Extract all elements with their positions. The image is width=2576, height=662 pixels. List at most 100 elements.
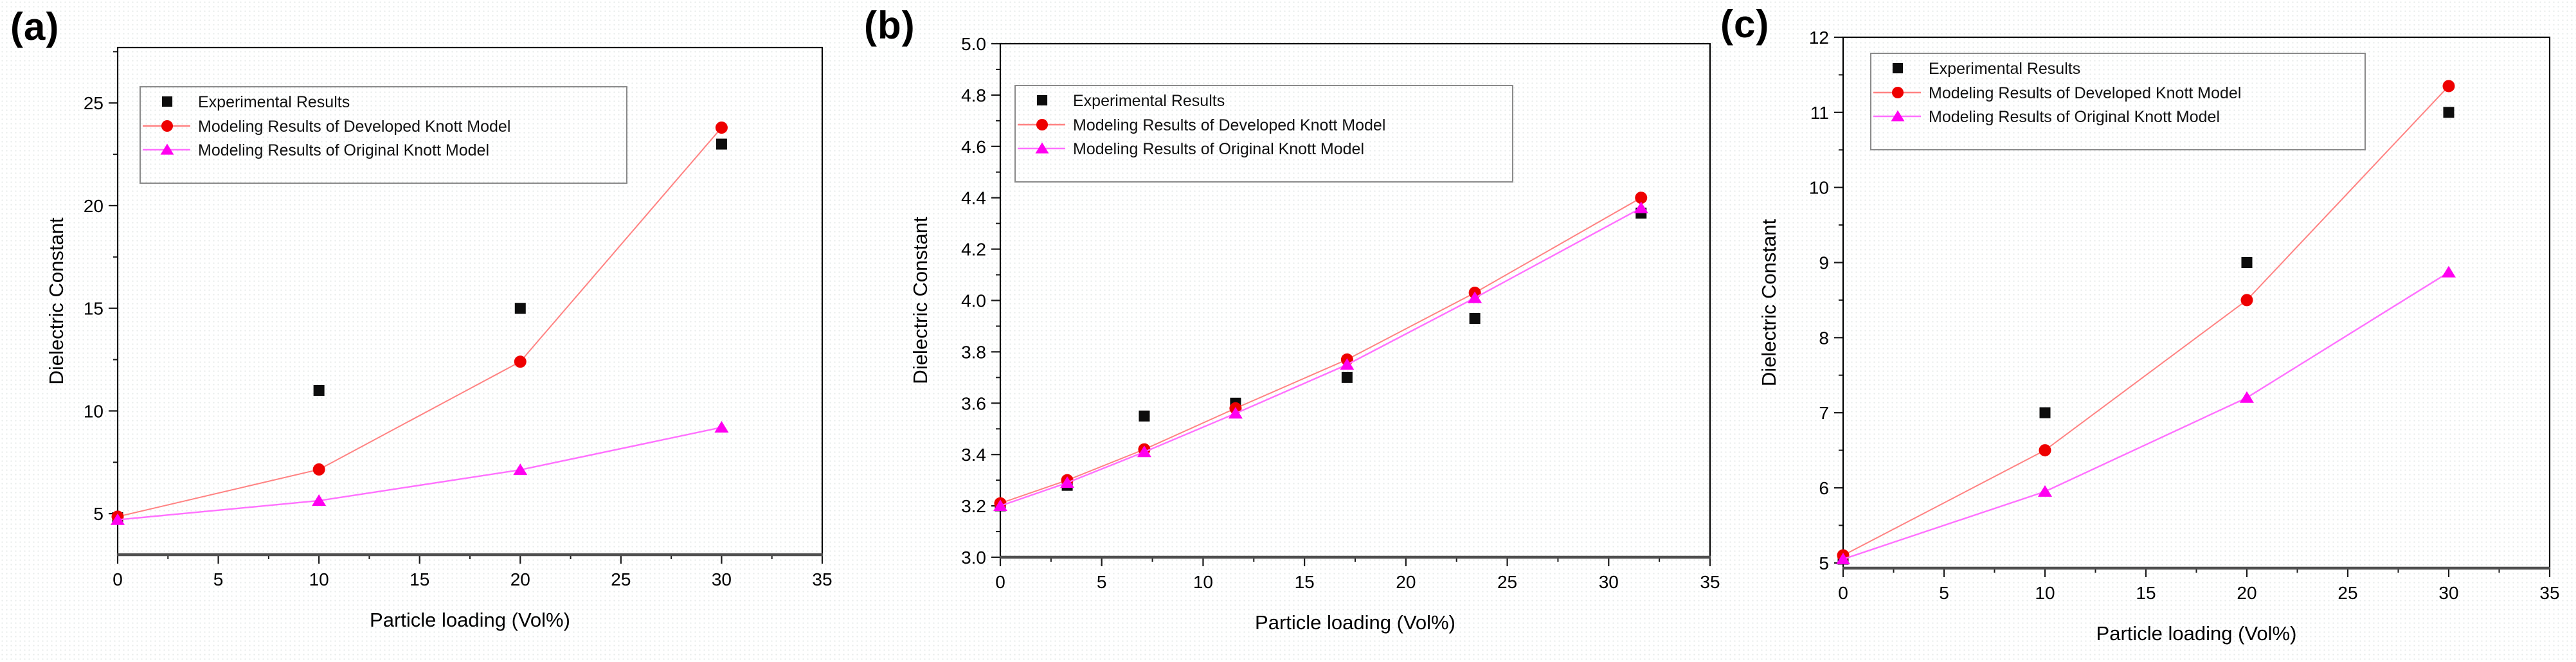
marker-triangle: [2038, 485, 2052, 497]
x-axis-c: 0 5 10 15 20 25 30 35: [1838, 568, 2560, 603]
y-axis-title: Dielectric Constant: [1758, 219, 1780, 387]
y-tick-label: 5.0: [961, 34, 986, 54]
marker-circle: [715, 121, 728, 134]
series-experimental: [112, 138, 727, 524]
marker-triangle: [160, 143, 174, 155]
marker-square: [161, 96, 173, 107]
marker-square: [716, 138, 727, 150]
x-axis-title: Particle loading (Vol%): [2096, 622, 2297, 645]
x-tick-label: 15: [410, 569, 429, 589]
marker-square: [1469, 312, 1481, 324]
y-tick-label: 3.4: [961, 445, 986, 465]
series-original-knott: [111, 420, 729, 525]
y-axis-b: 3.0 3.2 3.4 3.6 3.8 4.0 4.2 4.4 4.6 4.8 5.0: [961, 34, 1000, 568]
series-line: [117, 426, 722, 521]
marker-circle: [161, 120, 174, 132]
marker-triangle: [1468, 291, 1482, 303]
legend-entry: Experimental Results: [161, 93, 350, 111]
legend-label: Modeling Results of Original Knott Model: [1073, 140, 1364, 158]
panel-label-c: (c): [1720, 3, 1770, 46]
axes-a: 0 5 10 15 20 25 30 35 5 10 15 20 25 Particle loading …: [45, 46, 833, 631]
marker-triangle: [1228, 407, 1243, 419]
y-tick-label: 3.8: [961, 342, 986, 362]
marker-circle: [1635, 192, 1648, 204]
y-tick-label: 4.0: [961, 291, 986, 311]
y-tick-label: 10: [1809, 178, 1829, 198]
x-tick-label: 30: [1599, 572, 1619, 592]
marker-triangle: [2240, 391, 2254, 403]
marker-square: [2443, 107, 2454, 118]
legend-label: Modeling Results of Original Knott Model: [1929, 108, 2220, 126]
marker-circle: [514, 355, 527, 368]
y-tick-label: 4.2: [961, 240, 986, 260]
x-axis-title: Particle loading (Vol%): [1255, 611, 1455, 634]
y-tick-label: 4.8: [961, 85, 986, 105]
chart-a: 0 5 10 15 20 25 30 35 5 10 15 20 25 Particle loading …: [45, 46, 833, 631]
marker-square: [2039, 407, 2051, 418]
marker-circle: [1036, 118, 1049, 131]
legend-b: Experimental Results Modeling Results of …: [1014, 85, 1513, 183]
y-tick-label: 3.2: [961, 496, 986, 516]
marker-circle: [312, 463, 325, 476]
series-experimental: [1837, 107, 2454, 565]
marker-triangle: [714, 420, 729, 433]
marker-triangle: [312, 494, 327, 506]
legend-label: Experimental Results: [1929, 60, 2080, 78]
legend-label: Modeling Results of Developed Knott Mode…: [198, 118, 510, 136]
y-axis-title: Dielectric Constant: [909, 217, 932, 384]
series-developed-knott: [111, 121, 728, 523]
x-tick-label: 0: [1838, 583, 1848, 603]
y-axis-title: Dielectric Constant: [45, 217, 68, 385]
x-axis-b: 0 5 10 15 20 25 30 35: [995, 557, 1720, 592]
x-tick-label: 35: [812, 569, 832, 589]
y-tick-label: 15: [84, 299, 104, 319]
series-original-knott: [993, 201, 1648, 512]
x-tick-label: 0: [995, 572, 1005, 592]
legend-a: Experimental Results Modeling Results of …: [140, 86, 627, 184]
marker-triangle: [993, 499, 1007, 512]
legend-entry: Experimental Results: [1036, 92, 1225, 110]
y-tick-label: 4.4: [961, 188, 986, 208]
marker-triangle: [2442, 265, 2456, 278]
marker-triangle: [111, 513, 125, 525]
x-tick-label: 5: [213, 569, 224, 589]
x-tick-label: 25: [611, 569, 631, 589]
legend-entry: Modeling Results of Original Knott Model: [143, 141, 489, 159]
y-tick-label: 7: [1819, 403, 1829, 423]
y-tick-label: 10: [84, 401, 104, 421]
x-tick-label: 35: [2539, 583, 2559, 603]
marker-circle: [1891, 86, 1904, 99]
legend-entry: Modeling Results of Original Knott Model: [1873, 108, 2220, 126]
legend-label: Modeling Results of Original Knott Model: [198, 141, 489, 159]
x-tick-label: 10: [2035, 583, 2055, 603]
axes-b: 0 5 10 15 20 25 30 35 3.0 3.2 3.4 3.6 3.8 4.0 4.2 4.4 4.…: [909, 34, 1720, 634]
legend-label: Experimental Results: [198, 93, 350, 111]
y-tick-label: 25: [84, 93, 104, 113]
legend-box: [1014, 85, 1513, 183]
x-tick-label: 15: [1295, 572, 1315, 592]
series-experimental: [995, 208, 1647, 512]
legend-entry: Modeling Results of Developed Knott Mode…: [1018, 116, 1385, 134]
panel-label-a: (a): [10, 5, 60, 48]
x-tick-label: 20: [2237, 583, 2256, 603]
marker-circle: [2039, 444, 2051, 457]
series-developed-knott: [1837, 80, 2455, 562]
marker-triangle: [1137, 445, 1151, 458]
x-tick-label: 25: [2337, 583, 2357, 603]
x-tick-label: 35: [1700, 572, 1720, 592]
marker-circle: [2442, 80, 2455, 93]
marker-square: [313, 384, 325, 396]
marker-square: [1036, 94, 1048, 106]
x-tick-label: 20: [510, 569, 530, 589]
x-axis-title: Particle loading (Vol%): [370, 609, 570, 631]
y-axis-c: 5 6 7 8 9 10 11 12: [1809, 28, 1843, 573]
y-tick-label: 3.0: [961, 548, 986, 568]
legend-entry: Modeling Results of Original Knott Model: [1018, 140, 1364, 158]
marker-square: [1139, 410, 1150, 422]
legend-label: Modeling Results of Developed Knott Mode…: [1929, 84, 2241, 102]
series-original-knott: [1836, 265, 2456, 564]
